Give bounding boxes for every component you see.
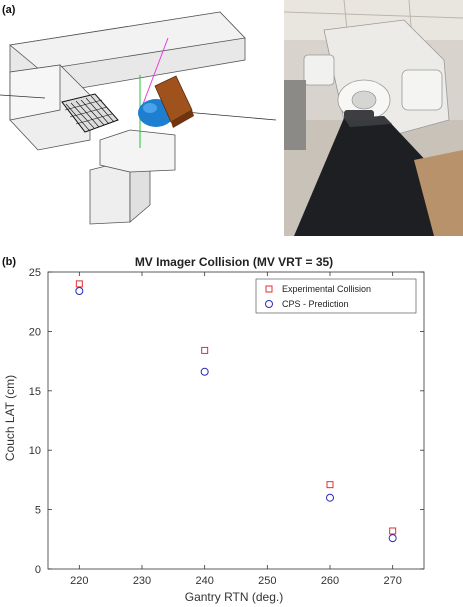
experimental-point bbox=[326, 481, 334, 489]
x-tick-label: 270 bbox=[383, 575, 401, 587]
legend-box bbox=[255, 278, 417, 314]
legend-marker bbox=[265, 300, 273, 308]
collision-model-render bbox=[0, 11, 277, 225]
treatment-couch bbox=[294, 116, 463, 236]
axis-line-left bbox=[0, 94, 46, 99]
kv-imager-side bbox=[171, 110, 194, 128]
gantry-head bbox=[99, 129, 176, 173]
legend-entry: Experimental Collision bbox=[282, 284, 371, 294]
floor bbox=[414, 150, 463, 236]
left-block-face bbox=[9, 64, 61, 121]
x-tick-label: 260 bbox=[321, 575, 339, 587]
laser-magenta bbox=[139, 37, 169, 113]
experimental-point bbox=[389, 527, 397, 535]
y-tick-label: 0 bbox=[35, 564, 41, 576]
legend: Experimental Collision CPS - Prediction bbox=[255, 278, 417, 314]
phantom-highlight bbox=[143, 103, 157, 113]
y-axis-label: Couch LAT (cm) bbox=[3, 375, 17, 461]
experimental-point bbox=[201, 346, 209, 354]
x-axis-label: Gantry RTN (deg.) bbox=[185, 590, 283, 604]
legend-marker bbox=[265, 285, 273, 293]
mv-imager-panel bbox=[61, 93, 119, 133]
x-tick-label: 250 bbox=[258, 575, 276, 587]
prediction-point bbox=[326, 493, 334, 502]
kv-panel bbox=[401, 69, 443, 111]
panel-b-label: (b) bbox=[2, 256, 17, 268]
wall-dark bbox=[284, 80, 306, 150]
y-tick-label: 20 bbox=[29, 326, 41, 338]
x-tick-label: 220 bbox=[70, 575, 88, 587]
y-tick-label: 10 bbox=[29, 445, 41, 457]
y-tick-label: 25 bbox=[29, 267, 41, 279]
plot-area bbox=[47, 271, 425, 570]
prediction-point bbox=[388, 534, 397, 543]
mv-panel bbox=[303, 54, 335, 86]
prediction-point bbox=[75, 287, 84, 296]
chart-title: MV Imager Collision (MV VRT = 35) bbox=[135, 255, 333, 269]
treatment-room-photo bbox=[284, 0, 463, 236]
collision-chart: MV Imager Collision (MV VRT = 35) 220 230… bbox=[3, 255, 425, 604]
x-tick-label: 240 bbox=[195, 575, 213, 587]
y-tick-label: 15 bbox=[29, 386, 41, 398]
prediction-point bbox=[200, 367, 209, 376]
axis-line-right bbox=[184, 111, 277, 121]
couch-slab-top bbox=[9, 11, 246, 71]
y-tick-label: 5 bbox=[35, 505, 41, 517]
x-tick-label: 230 bbox=[133, 575, 151, 587]
experimental-point bbox=[75, 280, 83, 288]
panel-a-label: (a) bbox=[2, 4, 16, 16]
legend-entry: CPS - Prediction bbox=[282, 299, 349, 309]
